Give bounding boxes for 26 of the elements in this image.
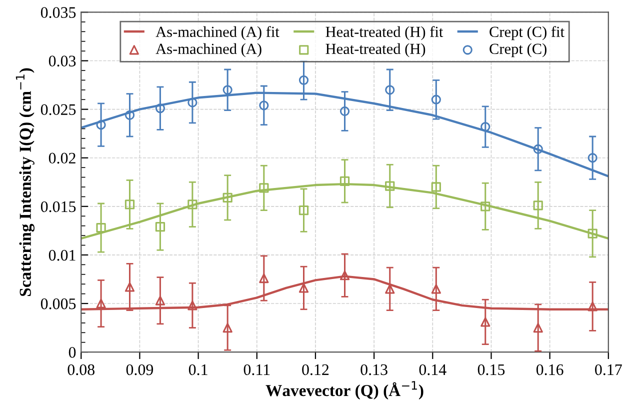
x-tick-label: 0.1: [188, 364, 208, 376]
y-tick-label: 0.025: [40, 104, 76, 116]
x-axis-title: Wavevector (Q) (Å$^{−1}$): [266, 381, 424, 400]
y-tick-label: 0.01: [48, 250, 76, 261]
x-tick-label: 0.11: [244, 364, 270, 376]
legend-label: Heat-treated (H): [326, 43, 426, 58]
legend-label: Crept (C) fit: [490, 26, 564, 40]
x-tick-label: 0.12: [302, 364, 329, 376]
x-tick-label: 0.13: [360, 364, 388, 376]
y-tick-label: 0.02: [48, 152, 76, 164]
y-tick-label: 0.015: [40, 201, 76, 212]
y-tick-label: 0.005: [40, 298, 76, 310]
legend-label: Crept (C): [490, 43, 546, 58]
x-tick-label: 0.17: [595, 364, 622, 376]
y-axis-title: Scattering Intensity I(Q) (cm$^{−1}$): [16, 68, 34, 296]
x-tick-label: 0.15: [478, 364, 505, 376]
legend-label: As-machined (A): [156, 43, 262, 58]
legend-label: Heat-treated (H) fit: [326, 26, 444, 40]
x-tick-label: 0.09: [126, 364, 154, 376]
legend-label: As-machined (A) fit: [156, 26, 280, 40]
x-tick-label: 0.14: [419, 364, 446, 376]
x-tick-label: 0.08: [68, 364, 94, 376]
y-tick-label: 0: [68, 346, 76, 358]
y-tick-label: 0.03: [48, 56, 76, 67]
x-tick-label: 0.16: [536, 364, 564, 376]
y-tick-label: 0.035: [40, 7, 76, 18]
